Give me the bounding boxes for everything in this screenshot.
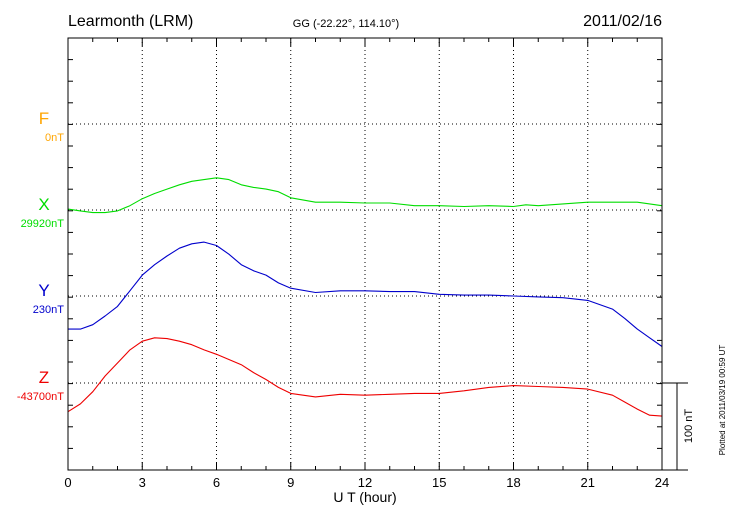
plot-frame (67, 37, 663, 471)
x-tick-label: 12 (358, 475, 372, 490)
grid-lines (68, 38, 662, 470)
series-baseline-y: 230nT (33, 304, 64, 316)
coordinates-label: GG (-22.22°, 114.10°) (293, 18, 399, 30)
station-title: Learmonth (LRM) (68, 13, 193, 30)
series-name-z: Z (39, 368, 49, 387)
y-minor-ticks (68, 37, 662, 471)
series-baseline-x: 29920nT (21, 218, 65, 230)
x-tick-label: 0 (64, 475, 71, 490)
x-tick-label: 9 (287, 475, 294, 490)
series-line-z (67, 337, 663, 417)
x-tick-label: 6 (213, 475, 220, 490)
series-line-y (68, 241, 663, 347)
series-labels: F 0nT X 29920nT Y 230nT Z -43700nT (17, 109, 64, 403)
x-tick-label: 15 (432, 475, 446, 490)
x-tick-label: 3 (139, 475, 146, 490)
scale-bar-label: 100 nT (683, 409, 695, 444)
x-tick-label: 21 (581, 475, 595, 490)
series-baseline-f: 0nT (45, 132, 64, 144)
x-axis-title: U T (hour) (333, 489, 396, 505)
scale-bar: 100 nT (662, 382, 695, 471)
series-lines (67, 177, 663, 417)
series-baseline-z: -43700nT (17, 391, 64, 403)
plotted-timestamp: Plotted at 2011/03/19 00:59 UT (718, 345, 727, 456)
series-line-x (67, 177, 663, 214)
series-name-y: Y (38, 281, 49, 300)
x-tick-label: 18 (506, 475, 520, 490)
x-tick-label: 24 (655, 475, 669, 490)
date-label: 2011/02/16 (583, 13, 662, 30)
series-name-f: F (39, 109, 49, 128)
x-tick-labels: 0 3 6 9 12 15 18 21 24 (64, 475, 669, 490)
series-name-x: X (38, 195, 49, 214)
